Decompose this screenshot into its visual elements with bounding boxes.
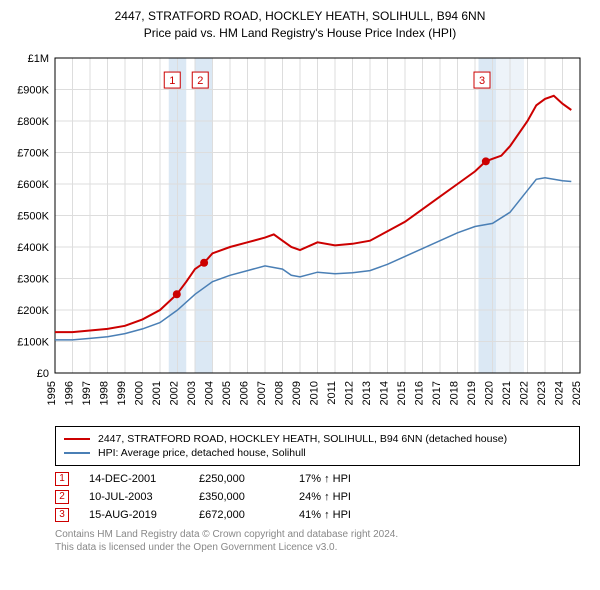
xtick-label: 2008 xyxy=(274,381,286,405)
chart-badge-label: 1 xyxy=(169,75,175,87)
xtick-label: 2019 xyxy=(466,381,478,405)
ytick-label: £600K xyxy=(17,179,49,191)
xtick-label: 2012 xyxy=(344,381,356,405)
sale-price: £672,000 xyxy=(199,509,279,521)
xtick-label: 2007 xyxy=(256,381,268,405)
xtick-label: 2018 xyxy=(449,381,461,405)
legend-row: HPI: Average price, detached house, Soli… xyxy=(64,447,571,459)
sale-date: 15-AUG-2019 xyxy=(89,509,179,521)
sale-marker xyxy=(200,258,208,266)
legend-swatch xyxy=(64,438,90,440)
xtick-label: 2011 xyxy=(326,381,338,405)
xtick-label: 2006 xyxy=(239,381,251,405)
chart-badge-label: 3 xyxy=(479,75,485,87)
sale-pct: 24% ↑ HPI xyxy=(299,491,389,503)
legend-label: HPI: Average price, detached house, Soli… xyxy=(98,447,306,459)
sale-pct: 41% ↑ HPI xyxy=(299,509,389,521)
chart-badge-label: 2 xyxy=(197,75,203,87)
xtick-label: 2024 xyxy=(554,381,566,405)
xtick-label: 2009 xyxy=(291,381,303,405)
xtick-label: 2015 xyxy=(396,381,408,405)
sales-row: 2 10-JUL-2003 £350,000 24% ↑ HPI xyxy=(55,490,580,504)
ytick-label: £1M xyxy=(28,53,49,65)
sales-row: 3 15-AUG-2019 £672,000 41% ↑ HPI xyxy=(55,508,580,522)
xtick-label: 2016 xyxy=(414,381,426,405)
xtick-label: 2023 xyxy=(536,381,548,405)
ytick-label: £100K xyxy=(17,336,49,348)
legend-swatch xyxy=(64,452,90,454)
xtick-label: 2004 xyxy=(204,381,216,405)
xtick-label: 2002 xyxy=(169,381,181,405)
attribution-line1: Contains HM Land Registry data © Crown c… xyxy=(55,528,580,542)
xtick-label: 2014 xyxy=(379,381,391,405)
xtick-label: 1995 xyxy=(46,381,58,405)
ytick-label: £0 xyxy=(37,368,49,380)
ytick-label: £200K xyxy=(17,305,49,317)
sale-badge: 3 xyxy=(55,508,69,522)
sale-date: 10-JUL-2003 xyxy=(89,491,179,503)
chart-svg: £0 £100K £200K £300K £400K £500K £600K £700K £80… xyxy=(10,48,590,418)
xtick-label: 2003 xyxy=(186,381,198,405)
xtick-label: 2013 xyxy=(361,381,373,405)
title-line2: Price paid vs. HM Land Registry's House … xyxy=(10,25,590,42)
sales-table: 1 14-DEC-2001 £250,000 17% ↑ HPI 2 10-JUL-200… xyxy=(55,472,580,522)
attribution: Contains HM Land Registry data © Crown c… xyxy=(55,528,580,555)
attribution-line2: This data is licensed under the Open Gov… xyxy=(55,541,580,555)
sale-badge: 1 xyxy=(55,472,69,486)
sale-date: 14-DEC-2001 xyxy=(89,473,179,485)
ytick-label: £500K xyxy=(17,210,49,222)
ytick-label: £400K xyxy=(17,242,49,254)
sale-pct: 17% ↑ HPI xyxy=(299,473,389,485)
sale-price: £350,000 xyxy=(199,491,279,503)
title-line1: 2447, STRATFORD ROAD, HOCKLEY HEATH, SOL… xyxy=(10,8,590,25)
chart-title: 2447, STRATFORD ROAD, HOCKLEY HEATH, SOL… xyxy=(10,8,590,42)
sale-price: £250,000 xyxy=(199,473,279,485)
price-chart: £0 £100K £200K £300K £400K £500K £600K £700K £80… xyxy=(10,48,590,418)
xtick-label: 1998 xyxy=(99,381,111,405)
xtick-label: 1997 xyxy=(81,381,93,405)
xtick-label: 2005 xyxy=(221,381,233,405)
xtick-label: 2020 xyxy=(484,381,496,405)
ytick-label: £900K xyxy=(17,84,49,96)
ytick-label: £800K xyxy=(17,116,49,128)
legend: 2447, STRATFORD ROAD, HOCKLEY HEATH, SOL… xyxy=(55,426,580,466)
xtick-label: 2021 xyxy=(501,381,513,405)
legend-row: 2447, STRATFORD ROAD, HOCKLEY HEATH, SOL… xyxy=(64,433,571,445)
xtick-label: 2010 xyxy=(309,381,321,405)
xtick-label: 1996 xyxy=(64,381,76,405)
xtick-label: 2000 xyxy=(134,381,146,405)
xtick-label: 1999 xyxy=(116,381,128,405)
sale-marker xyxy=(482,157,490,165)
ytick-label: £300K xyxy=(17,273,49,285)
ytick-label: £700K xyxy=(17,147,49,159)
xtick-label: 2017 xyxy=(431,381,443,405)
sale-badge: 2 xyxy=(55,490,69,504)
sale-marker xyxy=(173,290,181,298)
legend-label: 2447, STRATFORD ROAD, HOCKLEY HEATH, SOL… xyxy=(98,433,507,445)
xtick-label: 2001 xyxy=(151,381,163,405)
xtick-label: 2022 xyxy=(519,381,531,405)
sales-row: 1 14-DEC-2001 £250,000 17% ↑ HPI xyxy=(55,472,580,486)
xtick-label: 2025 xyxy=(571,381,583,405)
